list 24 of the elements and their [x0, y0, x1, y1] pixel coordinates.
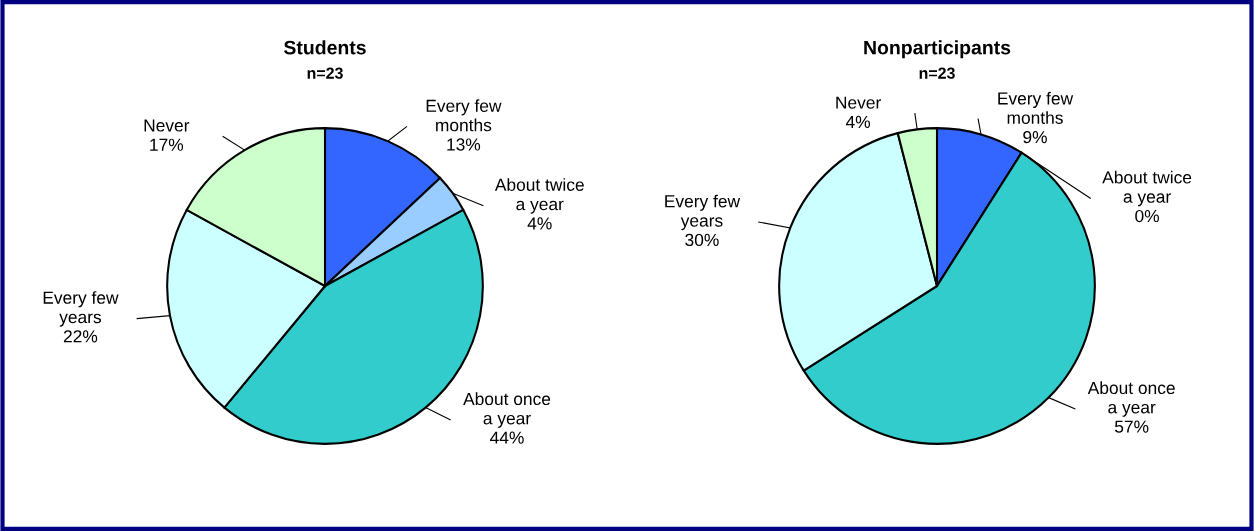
chart-subtitle: n=23: [307, 67, 343, 79]
category-label: About twice a year: [1102, 170, 1192, 207]
data-label: 30%: [685, 233, 719, 247]
data-label: 13%: [447, 138, 481, 151]
data-label: 17%: [150, 138, 184, 151]
chart-subtitle: n=23: [919, 67, 955, 79]
data-label: 9%: [1023, 130, 1047, 144]
slice-label: Never: [144, 119, 190, 132]
text: 0%: [1135, 209, 1160, 223]
slice-label: Never: [836, 96, 881, 109]
slice-label: About twice a year: [494, 178, 584, 214]
slice-label: Every few years: [43, 291, 119, 327]
chart-title: Students: [283, 40, 366, 55]
slice-label: Every few years: [665, 194, 741, 231]
data-label: 4%: [527, 217, 552, 230]
data-label: 44%: [490, 431, 524, 444]
slice-label: About once a year: [1087, 381, 1175, 417]
slice-label: Every few months: [998, 91, 1074, 124]
data-label: 4%: [845, 115, 871, 128]
slice-label: Every few months: [426, 99, 502, 132]
data-label: 57%: [1114, 420, 1149, 433]
chart-title: Nonparticipants: [864, 40, 1011, 59]
data-label: 22%: [63, 330, 98, 343]
slice-label: About once a year: [463, 392, 551, 428]
